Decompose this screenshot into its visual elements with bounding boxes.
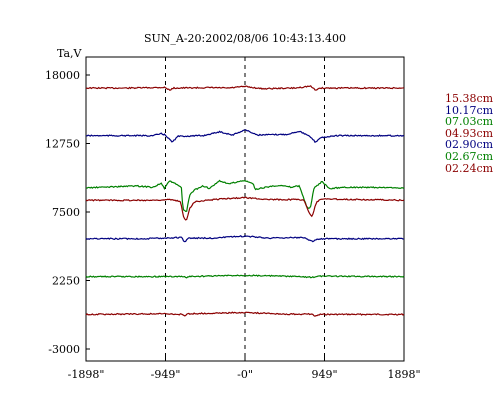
series-traces xyxy=(85,85,405,317)
legend-entry: 04.93cm xyxy=(445,126,494,140)
series-line-02-90cm xyxy=(85,234,405,243)
x-tick-label: -1898" xyxy=(68,368,105,381)
series-line-10-17cm xyxy=(85,129,405,144)
y-tick-label: -3000 xyxy=(48,343,80,356)
x-tick-label: -949" xyxy=(151,368,181,381)
x-tick-label: -0" xyxy=(237,368,253,381)
y-tick-label: 2250 xyxy=(52,275,80,288)
chart-title: SUN_A-20:2002/08/06 10:43:13.400 xyxy=(144,32,346,45)
x-tick-label: 949" xyxy=(311,368,337,381)
legend-entry: 02.67cm xyxy=(445,149,494,163)
y-tick-label: 7500 xyxy=(52,206,80,219)
series-line-15-38cm xyxy=(85,85,405,91)
series-line-02-24cm xyxy=(85,311,405,317)
series-line-02-67cm xyxy=(85,274,405,279)
legend-entry: 02.24cm xyxy=(445,161,494,175)
y-axis-ticks: 18000 12750 7500 2250 -3000 xyxy=(45,69,90,356)
y-tick-label: 18000 xyxy=(45,69,80,82)
legend-entry: 02.90cm xyxy=(445,138,494,152)
y-tick-label: 12750 xyxy=(45,138,80,151)
x-tick-label: 1898" xyxy=(387,368,420,381)
legend: 15.38cm 10.17cm 07.03cm 04.93cm 02.90cm 02.67… xyxy=(445,93,493,174)
series-line-04-93cm xyxy=(85,196,405,221)
vertical-reference-lines xyxy=(165,57,325,361)
legend-entry: 10.17cm xyxy=(445,103,494,117)
series-line-07-03cm xyxy=(85,179,405,213)
x-axis-ticks: -1898" -949" -0" 949" 1898" xyxy=(68,357,421,381)
legend-entry: 15.38cm xyxy=(445,92,494,105)
legend-entry: 07.03cm xyxy=(445,115,494,129)
y-axis-label: Ta,V xyxy=(57,47,83,60)
